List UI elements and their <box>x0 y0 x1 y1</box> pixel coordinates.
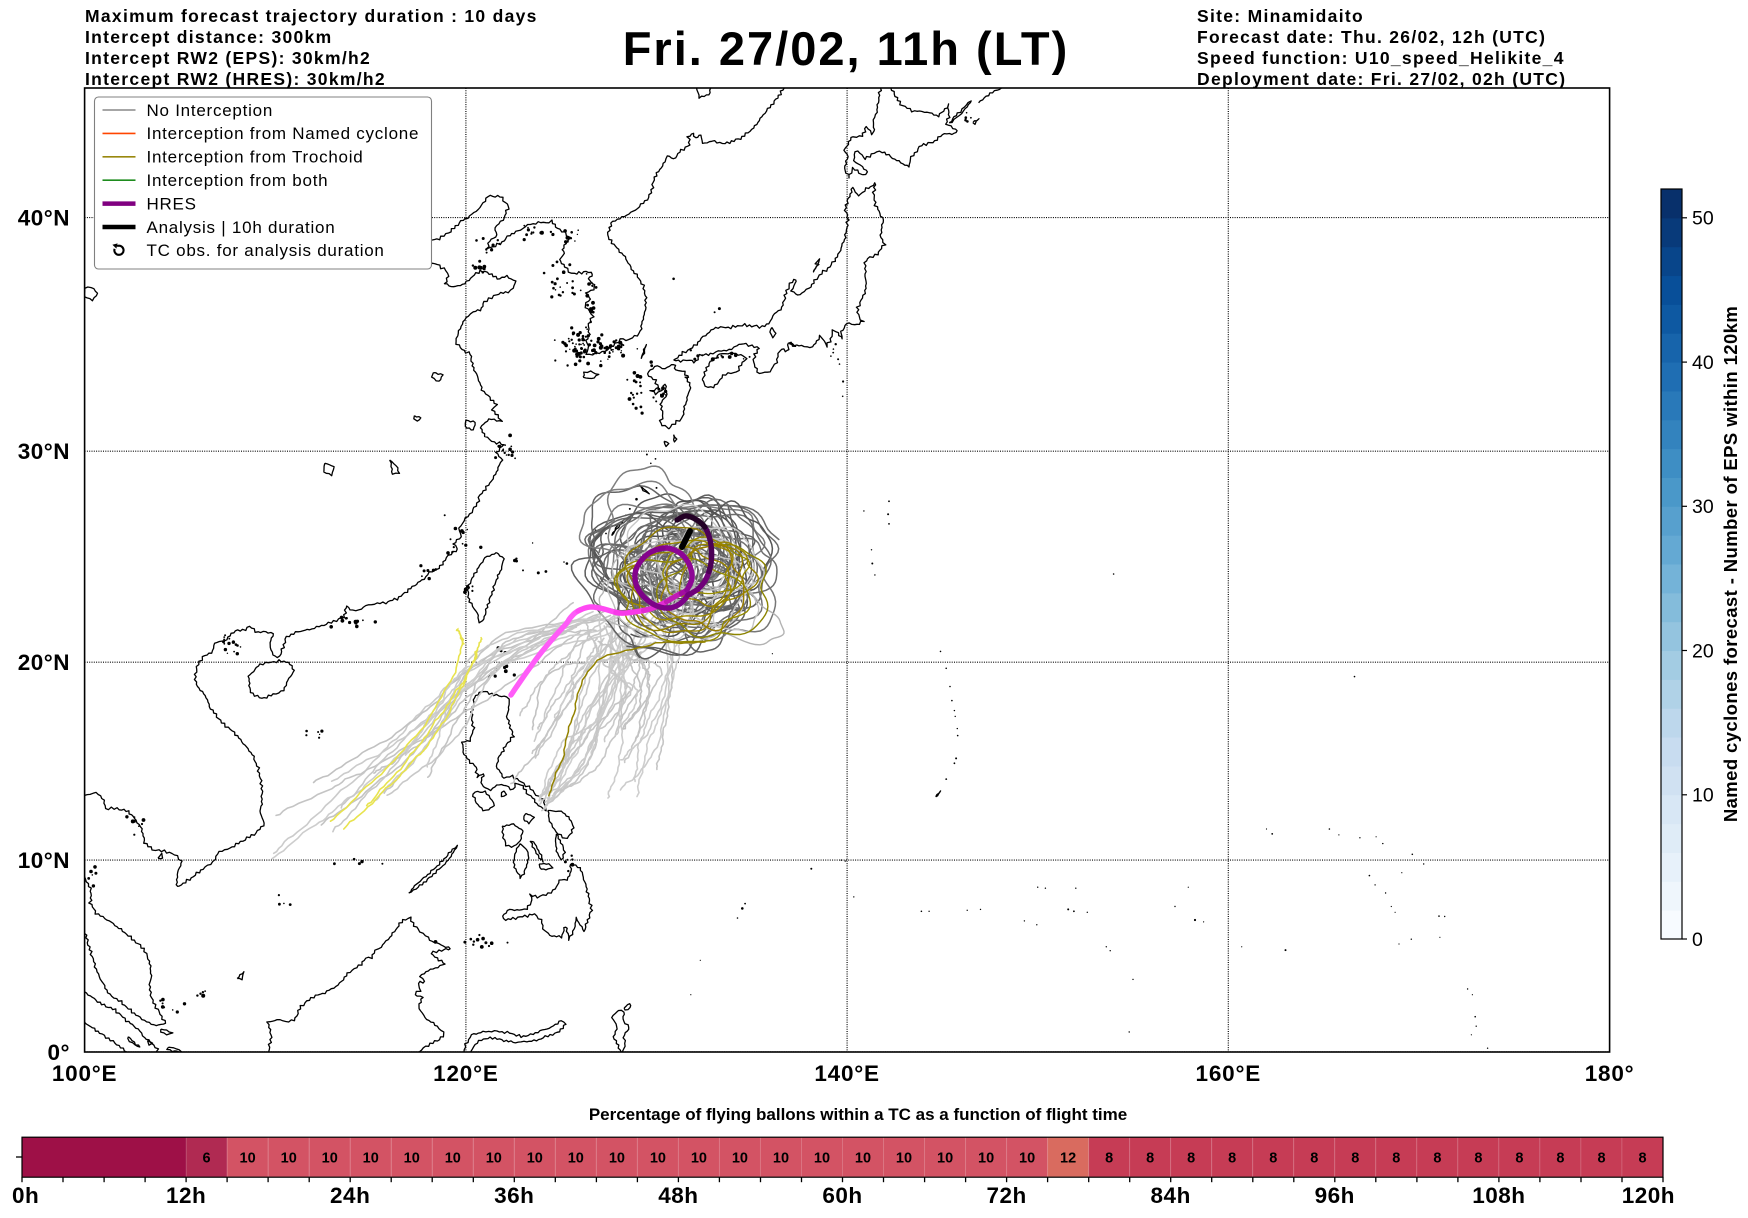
svg-text:10: 10 <box>240 1151 256 1167</box>
svg-text:0: 0 <box>1692 929 1703 951</box>
svg-text:10: 10 <box>650 1151 666 1167</box>
svg-text:120°E: 120°E <box>433 1061 499 1086</box>
svg-text:30: 30 <box>1692 496 1714 518</box>
svg-text:48h: 48h <box>658 1183 698 1208</box>
svg-text:10: 10 <box>896 1151 912 1167</box>
svg-text:10: 10 <box>445 1151 461 1167</box>
svg-text:10: 10 <box>773 1151 789 1167</box>
svg-text:8: 8 <box>1597 1151 1605 1167</box>
svg-text:10: 10 <box>732 1151 748 1167</box>
svg-text:Named cyclones forecast - Numb: Named cyclones forecast - Number of EPS … <box>1720 306 1741 822</box>
svg-text:10: 10 <box>609 1151 625 1167</box>
svg-text:8: 8 <box>1146 1151 1154 1167</box>
svg-text:40°N: 40°N <box>18 205 70 230</box>
svg-text:Site: Minamidaito: Site: Minamidaito <box>1197 6 1364 26</box>
svg-text:10: 10 <box>691 1151 707 1167</box>
svg-text:8: 8 <box>1105 1151 1113 1167</box>
svg-text:8: 8 <box>1269 1151 1277 1167</box>
svg-text:Percentage of flying ballons w: Percentage of flying ballons within a TC… <box>589 1105 1127 1124</box>
svg-text:20°N: 20°N <box>18 650 70 675</box>
svg-text:140°E: 140°E <box>814 1061 880 1086</box>
svg-text:Intercept RW2 (HRES): 30km/h2: Intercept RW2 (HRES): 30km/h2 <box>85 69 386 89</box>
svg-text:8: 8 <box>1433 1151 1441 1167</box>
svg-text:10: 10 <box>1019 1151 1035 1167</box>
svg-text:Speed function: U10_speed_Heli: Speed function: U10_speed_Helikite_4 <box>1197 48 1565 68</box>
svg-text:10: 10 <box>486 1151 502 1167</box>
svg-text:8: 8 <box>1474 1151 1482 1167</box>
svg-text:Deployment date: Fri. 27/02, 0: Deployment date: Fri. 27/02, 02h (UTC) <box>1197 69 1566 89</box>
svg-text:10: 10 <box>568 1151 584 1167</box>
svg-text:10: 10 <box>322 1151 338 1167</box>
svg-text:50: 50 <box>1692 208 1714 230</box>
svg-text:Intercept RW2 (EPS): 30km/h2: Intercept RW2 (EPS): 30km/h2 <box>85 48 371 68</box>
svg-text:8: 8 <box>1187 1151 1195 1167</box>
svg-text:10: 10 <box>937 1151 953 1167</box>
svg-text:8: 8 <box>1515 1151 1523 1167</box>
svg-text:TC obs. for analysis duration: TC obs. for analysis duration <box>147 241 385 260</box>
svg-text:0h: 0h <box>12 1183 39 1208</box>
svg-text:0°: 0° <box>47 1040 70 1065</box>
svg-text:8: 8 <box>1638 1151 1646 1167</box>
svg-text:72h: 72h <box>986 1183 1026 1208</box>
svg-text:60h: 60h <box>822 1183 862 1208</box>
svg-text:12h: 12h <box>166 1183 206 1208</box>
svg-text:Intercept distance: 300km: Intercept distance: 300km <box>85 27 332 47</box>
svg-text:12: 12 <box>1060 1151 1076 1167</box>
svg-text:10: 10 <box>363 1151 379 1167</box>
svg-text:Fri. 27/02, 11h (LT): Fri. 27/02, 11h (LT) <box>623 22 1070 75</box>
svg-text:84h: 84h <box>1151 1183 1191 1208</box>
svg-text:10: 10 <box>855 1151 871 1167</box>
svg-text:Maximum forecast trajectory du: Maximum forecast trajectory duration : 1… <box>85 6 538 26</box>
svg-text:HRES: HRES <box>147 194 197 213</box>
svg-text:40: 40 <box>1692 352 1714 374</box>
svg-text:8: 8 <box>1556 1151 1564 1167</box>
svg-text:10: 10 <box>281 1151 297 1167</box>
svg-text:6: 6 <box>203 1151 211 1167</box>
svg-text:108h: 108h <box>1472 1183 1525 1208</box>
svg-text:10°N: 10°N <box>18 848 70 873</box>
svg-text:10: 10 <box>814 1151 830 1167</box>
svg-text:No Interception: No Interception <box>147 101 274 120</box>
svg-text:24h: 24h <box>330 1183 370 1208</box>
svg-text:10: 10 <box>527 1151 543 1167</box>
svg-text:96h: 96h <box>1315 1183 1355 1208</box>
svg-text:Interception from both: Interception from both <box>147 171 329 190</box>
svg-text:8: 8 <box>1351 1151 1359 1167</box>
svg-text:Forecast date: Thu. 26/02, 12h: Forecast date: Thu. 26/02, 12h (UTC) <box>1197 27 1546 47</box>
svg-text:160°E: 160°E <box>1196 1061 1262 1086</box>
svg-text:8: 8 <box>1228 1151 1236 1167</box>
svg-text:10: 10 <box>1692 785 1714 807</box>
svg-text:10: 10 <box>978 1151 994 1167</box>
svg-text:Interception from Named cyclon: Interception from Named cyclone <box>147 124 420 143</box>
svg-text:100°E: 100°E <box>52 1061 118 1086</box>
svg-text:180°: 180° <box>1585 1061 1635 1086</box>
svg-text:120h: 120h <box>1622 1183 1675 1208</box>
svg-text:10: 10 <box>404 1151 420 1167</box>
svg-text:30°N: 30°N <box>18 439 70 464</box>
svg-text:36h: 36h <box>494 1183 534 1208</box>
svg-text:8: 8 <box>1310 1151 1318 1167</box>
svg-text:8: 8 <box>1392 1151 1400 1167</box>
svg-text:Analysis | 10h duration: Analysis | 10h duration <box>147 218 336 237</box>
svg-text:20: 20 <box>1692 640 1714 662</box>
svg-text:Interception from Trochoid: Interception from Trochoid <box>147 148 364 167</box>
